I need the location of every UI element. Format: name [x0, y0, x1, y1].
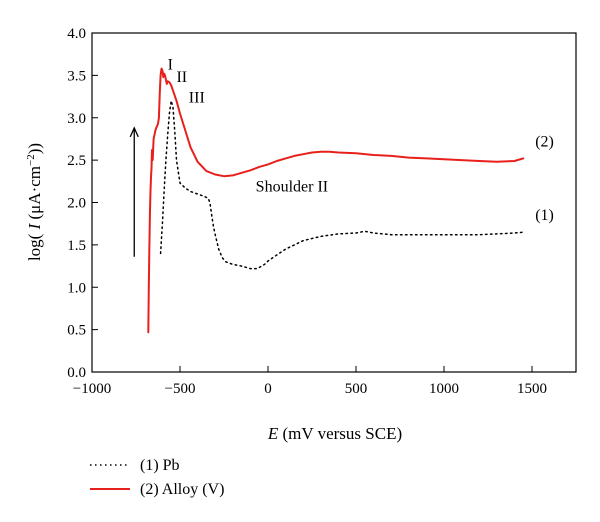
y-tick-label: 0.5 [67, 323, 86, 339]
annotation: III [189, 89, 205, 106]
annotation: Shoulder II [256, 178, 328, 195]
axes: 0.0 0.5 1.0 1.5 2.0 2.5 3.0 3.5 4.0 −1000 −500 0 500… [67, 26, 577, 397]
legend-label-alloy: (2) Alloy (V) [140, 481, 224, 498]
x-tick-label: −1000 [73, 381, 111, 397]
series-group: (1) (2) [147, 67, 554, 334]
x-tick-label: 1500 [517, 381, 547, 397]
curve-label-2: (2) [535, 133, 554, 150]
series-line-1 [159, 100, 524, 270]
y-tick-label: 1.0 [67, 280, 86, 296]
y-tick-label: 3.0 [67, 111, 86, 127]
x-tick-label: 1000 [429, 381, 459, 397]
x-tick-label: 0 [264, 381, 272, 397]
series-line-2 [147, 67, 525, 334]
arrow-head [129, 126, 139, 138]
y-tick-label: 2.0 [67, 196, 86, 212]
y-tick-label: 1.5 [67, 238, 86, 254]
x-tick-label: 500 [345, 381, 368, 397]
plot-frame [91, 32, 577, 373]
x-axis-title: E (mV versus SCE) [267, 424, 402, 443]
curve-label-1: (1) [535, 207, 554, 224]
legend-label-pb: (1) Pb [140, 457, 180, 474]
annotation: II [176, 69, 187, 86]
annotation: I [168, 56, 173, 73]
legend: (1) Pb (2) Alloy (V) [90, 457, 224, 498]
x-tick-label: −500 [165, 381, 196, 397]
y-tick-label: 3.5 [67, 68, 86, 84]
y-axis-title: log( I (μA·cm−2)) [25, 143, 44, 261]
y-tick-label: 0.0 [67, 365, 86, 381]
y-tick-label: 2.5 [67, 153, 86, 169]
y-tick-label: 4.0 [67, 26, 86, 42]
